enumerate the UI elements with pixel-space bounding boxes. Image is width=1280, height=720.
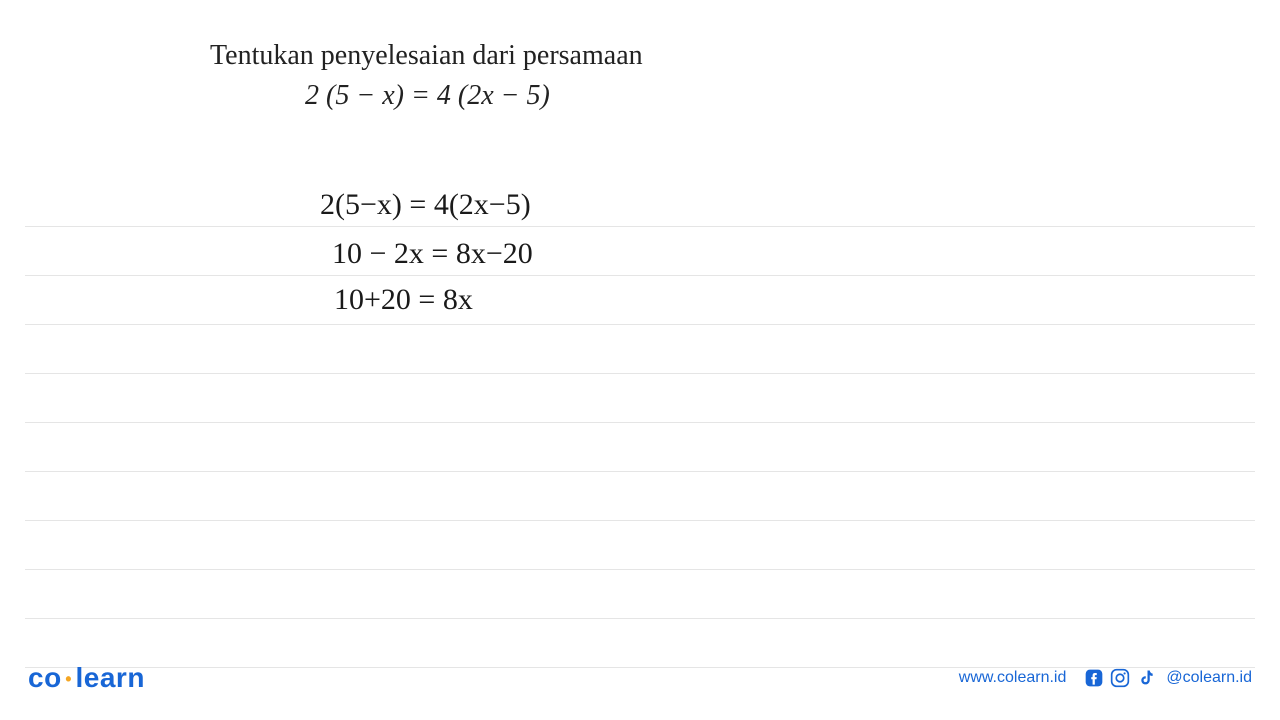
handwritten-step-2: 10 − 2x = 8x−20: [332, 237, 533, 271]
social-handle: @colearn.id: [1166, 669, 1252, 687]
footer-url: www.colearn.id: [959, 669, 1067, 687]
handwritten-step-3: 10+20 = 8x: [334, 283, 473, 317]
problem-equation: 2 (5 − x) = 4 (2x − 5): [305, 80, 1070, 112]
tiktok-icon: [1136, 668, 1156, 688]
logo-learn: learn: [76, 662, 145, 693]
ruled-line: [25, 325, 1255, 374]
ruled-line: [25, 178, 1255, 227]
facebook-icon: [1084, 668, 1104, 688]
logo: co • learn: [28, 662, 145, 694]
logo-co: co: [28, 662, 62, 693]
handwritten-step-1: 2(5−x) = 4(2x−5): [320, 188, 531, 222]
footer-right: www.colearn.id @colearn.id: [959, 668, 1252, 688]
ruled-lines-area: [25, 178, 1255, 668]
social-icons: @colearn.id: [1084, 668, 1252, 688]
ruled-line: [25, 423, 1255, 472]
ruled-line: [25, 227, 1255, 276]
footer: co • learn www.colearn.id @colearn.id: [0, 658, 1280, 698]
ruled-line: [25, 276, 1255, 325]
problem-text: Tentukan penyelesaian dari persamaan: [210, 40, 1070, 72]
problem-section: Tentukan penyelesaian dari persamaan 2 (…: [210, 40, 1070, 162]
ruled-line: [25, 374, 1255, 423]
ruled-line: [25, 570, 1255, 619]
ruled-line: [25, 472, 1255, 521]
ruled-line: [25, 521, 1255, 570]
instagram-icon: [1110, 668, 1130, 688]
